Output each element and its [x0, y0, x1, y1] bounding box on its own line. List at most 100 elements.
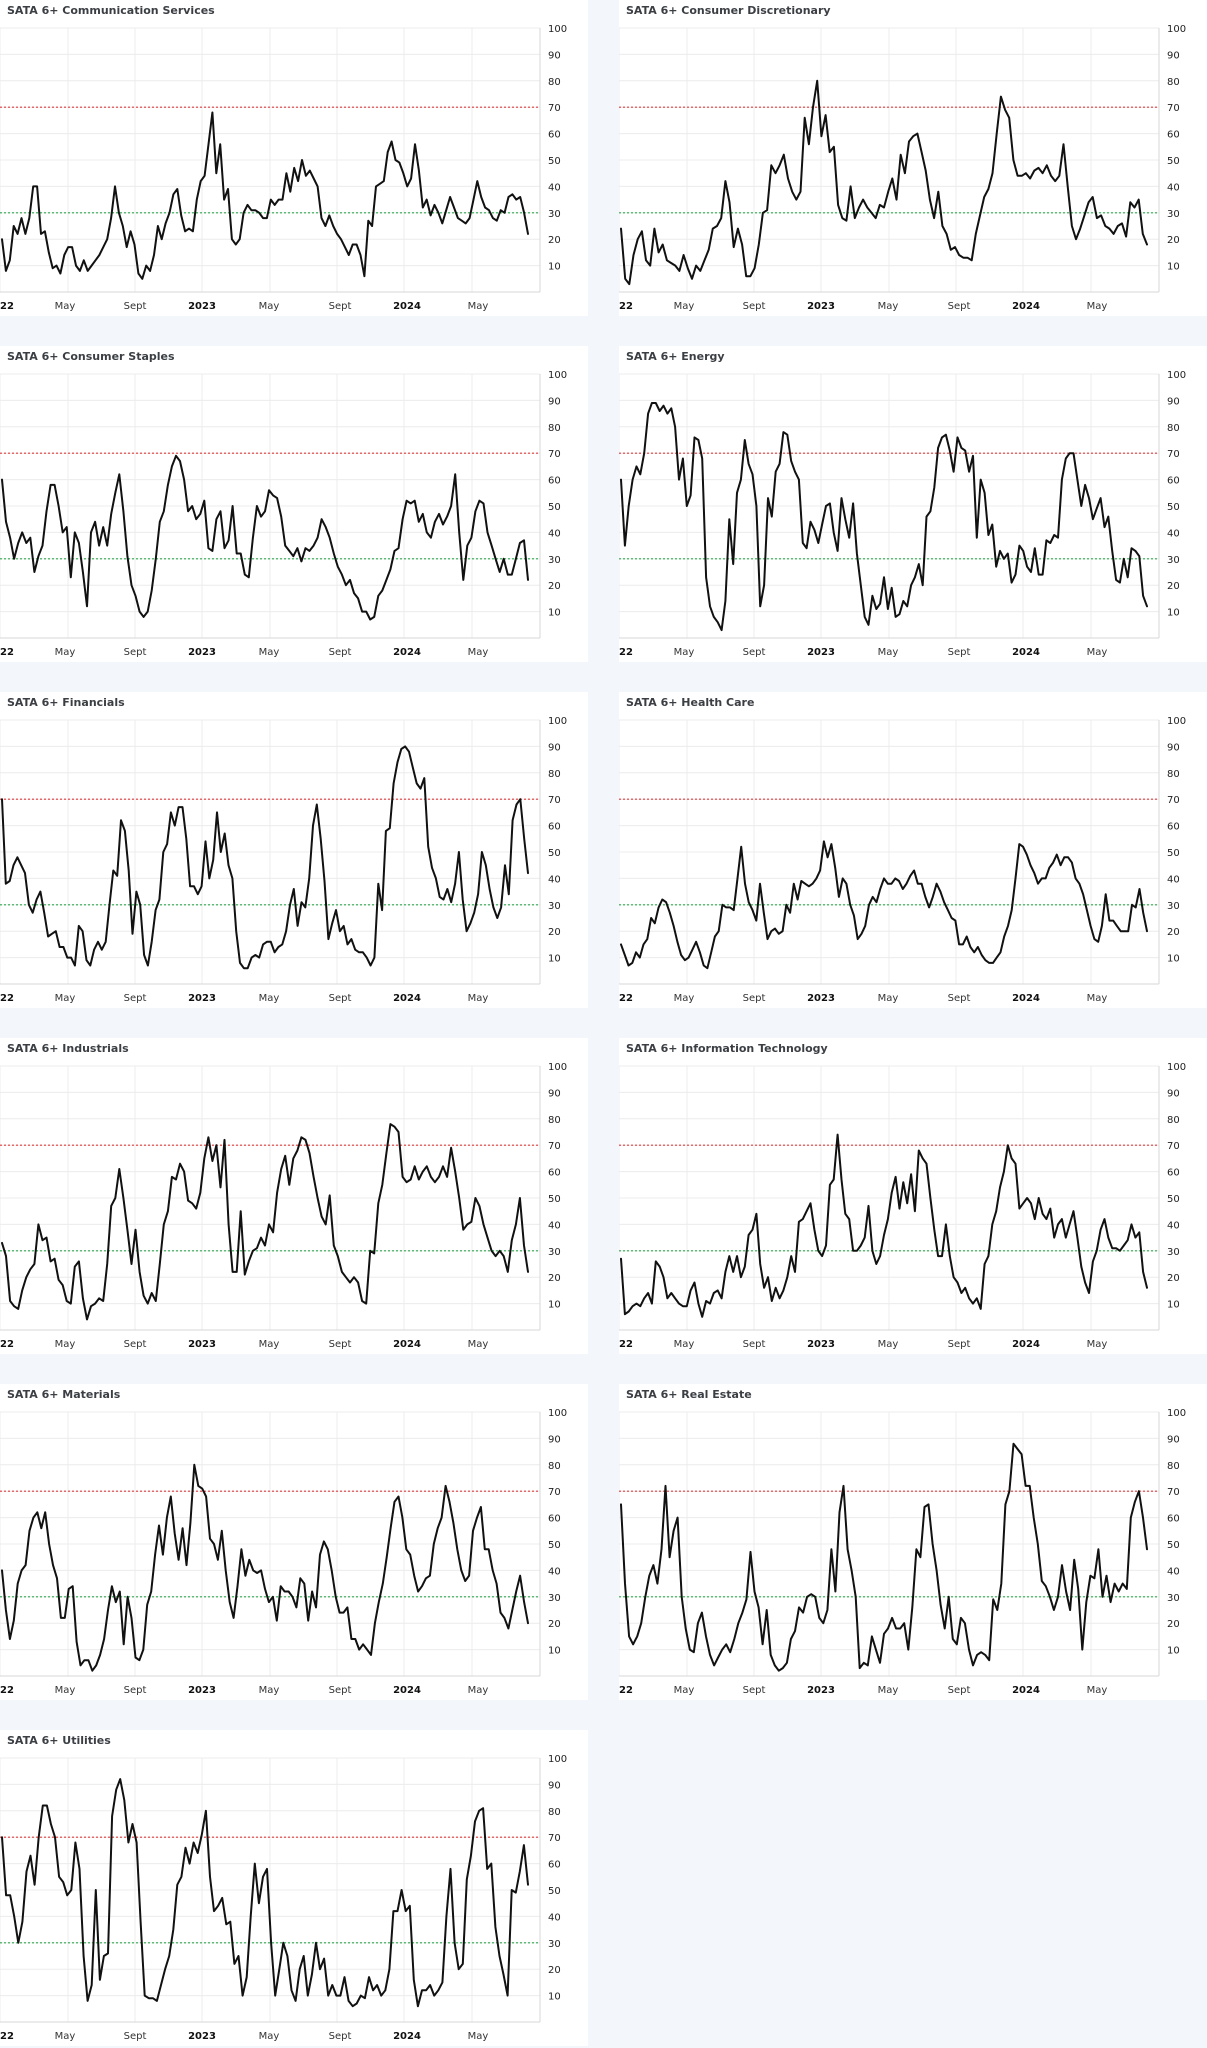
y-tick-label: 80: [1167, 769, 1180, 780]
chart-panel: 10 20 30 40 50 60 70 80 90 100 22 May Sept 2023 May Sep…: [0, 346, 588, 662]
x-tick-label: May: [468, 301, 489, 312]
x-tick-label: May: [55, 993, 76, 1004]
y-tick-label: 30: [1167, 901, 1180, 912]
y-tick-label: 10: [1167, 1646, 1180, 1657]
y-tick-label: 20: [1167, 927, 1180, 938]
x-tick-label: 2023: [807, 647, 835, 658]
y-tick-label: 80: [548, 1807, 561, 1818]
y-tick-label: 80: [1167, 77, 1180, 88]
x-tick-label: Sept: [948, 993, 971, 1004]
chart-svg: 10 20 30 40 50 60 70 80 90 100 22 May Sept 2023 May Sep…: [0, 716, 567, 1004]
series-line: [620, 1133, 1148, 1318]
x-tick-label: 22: [619, 1339, 633, 1350]
y-tick-label: 80: [548, 423, 561, 434]
x-tick-label: 2023: [188, 2031, 216, 2042]
x-tick-label: Sept: [743, 301, 766, 312]
y-tick-label: 20: [1167, 235, 1180, 246]
y-tick-label: 10: [1167, 262, 1180, 273]
chart-panel: 10 20 30 40 50 60 70 80 90 100 22 May Sept 2023 May Sep…: [0, 1038, 588, 1354]
chart-svg: 10 20 30 40 50 60 70 80 90 100 22 May Sept 2023 May Sep…: [619, 1062, 1186, 1350]
x-tick-label: 2024: [1012, 993, 1040, 1004]
y-tick-label: 100: [548, 1754, 567, 1765]
y-tick-label: 70: [548, 1833, 561, 1844]
y-tick-label: 40: [548, 1566, 561, 1577]
x-tick-label: May: [259, 647, 280, 658]
y-tick-label: 10: [548, 954, 561, 965]
chart-panel: 10 20 30 40 50 60 70 80 90 100 22 May Sept 2023 May Sep…: [0, 1384, 588, 1700]
y-tick-label: 30: [548, 901, 561, 912]
y-tick-label: 90: [548, 50, 561, 61]
x-tick-label: 2023: [188, 1685, 216, 1696]
y-tick-label: 90: [1167, 50, 1180, 61]
y-tick-label: 90: [548, 396, 561, 407]
y-tick-label: 10: [548, 262, 561, 273]
x-tick-label: May: [878, 647, 899, 658]
y-tick-label: 20: [1167, 1619, 1180, 1630]
y-tick-label: 20: [548, 1619, 561, 1630]
y-tick-label: 30: [548, 209, 561, 220]
chart-title: SATA 6+ Materials: [7, 1388, 121, 1401]
chart-svg: 10 20 30 40 50 60 70 80 90 100 22 May Sept 2023 May Sep…: [619, 24, 1186, 312]
series-line: [1, 1463, 529, 1672]
y-tick-label: 20: [548, 235, 561, 246]
x-tick-label: Sept: [743, 647, 766, 658]
y-tick-label: 40: [1167, 1566, 1180, 1577]
y-tick-label: 40: [1167, 528, 1180, 539]
chart-title: SATA 6+ Information Technology: [626, 1042, 828, 1055]
chart-title: SATA 6+ Real Estate: [626, 1388, 752, 1401]
x-tick-label: 2024: [393, 301, 421, 312]
y-tick-label: 70: [1167, 103, 1180, 114]
y-tick-label: 40: [1167, 182, 1180, 193]
y-tick-label: 70: [548, 795, 561, 806]
y-tick-label: 80: [1167, 423, 1180, 434]
x-tick-label: May: [1087, 1685, 1108, 1696]
y-tick-label: 20: [548, 1273, 561, 1284]
y-tick-label: 40: [548, 874, 561, 885]
y-tick-label: 50: [1167, 502, 1180, 513]
y-tick-label: 100: [548, 1062, 567, 1073]
chart-svg: 10 20 30 40 50 60 70 80 90 100 22 May Sept 2023 May Sep…: [0, 1408, 567, 1696]
x-tick-label: May: [878, 301, 899, 312]
y-tick-label: 70: [1167, 795, 1180, 806]
y-tick-label: 90: [548, 1434, 561, 1445]
chart-svg: 10 20 30 40 50 60 70 80 90 100 22 May Sept 2023 May Sep…: [0, 370, 567, 658]
chart-svg: 10 20 30 40 50 60 70 80 90 100 22 May Sept 2023 May Sep…: [0, 1062, 567, 1350]
x-tick-label: May: [674, 993, 695, 1004]
x-tick-label: Sept: [948, 647, 971, 658]
x-tick-label: Sept: [948, 301, 971, 312]
x-tick-label: 22: [0, 647, 14, 658]
x-tick-label: 22: [619, 993, 633, 1004]
x-tick-label: 2023: [188, 647, 216, 658]
y-tick-label: 100: [548, 716, 567, 727]
y-tick-label: 40: [548, 1912, 561, 1923]
y-tick-label: 20: [548, 1965, 561, 1976]
chart-title: SATA 6+ Financials: [7, 696, 125, 709]
x-tick-label: 2023: [807, 1685, 835, 1696]
chart-panel: 10 20 30 40 50 60 70 80 90 100 22 May Sept 2023 May Sep…: [619, 1038, 1207, 1354]
chart-svg: 10 20 30 40 50 60 70 80 90 100 22 May Sept 2023 May Sep…: [0, 1754, 567, 2042]
y-tick-label: 60: [1167, 476, 1180, 487]
y-tick-label: 30: [548, 555, 561, 566]
y-tick-label: 70: [1167, 1487, 1180, 1498]
y-tick-label: 80: [548, 77, 561, 88]
y-tick-label: 60: [548, 1168, 561, 1179]
x-tick-label: May: [878, 993, 899, 1004]
y-tick-label: 50: [548, 1194, 561, 1205]
y-tick-label: 30: [548, 1247, 561, 1258]
series-line: [1, 111, 529, 280]
y-tick-label: 90: [548, 1088, 561, 1099]
x-tick-label: May: [674, 301, 695, 312]
y-tick-label: 20: [548, 581, 561, 592]
series-line: [620, 402, 1148, 632]
x-tick-label: 2024: [1012, 1685, 1040, 1696]
y-tick-label: 100: [1167, 370, 1186, 381]
y-tick-label: 80: [548, 1115, 561, 1126]
y-tick-label: 10: [548, 608, 561, 619]
y-tick-label: 60: [548, 822, 561, 833]
y-tick-label: 10: [1167, 608, 1180, 619]
x-tick-label: Sept: [124, 1685, 147, 1696]
x-tick-label: Sept: [124, 647, 147, 658]
x-tick-label: May: [1087, 1339, 1108, 1350]
y-tick-label: 50: [1167, 1194, 1180, 1205]
chart-svg: 10 20 30 40 50 60 70 80 90 100 22 May Sept 2023 May Sep…: [619, 370, 1186, 658]
